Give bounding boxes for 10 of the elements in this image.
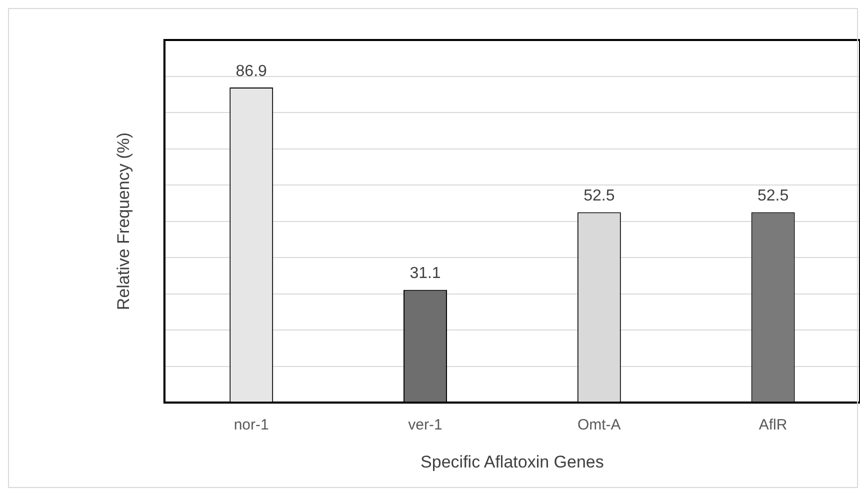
x-tick-label: nor-1 [234,416,269,434]
data-label: 52.5 [757,188,789,205]
data-label: 86.9 [236,62,268,80]
x-tick-label: AflR [758,416,788,434]
x-tick-label: ver-1 [408,416,442,434]
data-label: 31.1 [410,265,441,282]
y-axis-title: Relative Frequency (%) [114,132,133,310]
x-tick-label: Omt-A [577,416,621,434]
data-label: 52.5 [584,188,615,205]
x-axis-title: Specific Aflatoxin Genes [420,452,604,472]
